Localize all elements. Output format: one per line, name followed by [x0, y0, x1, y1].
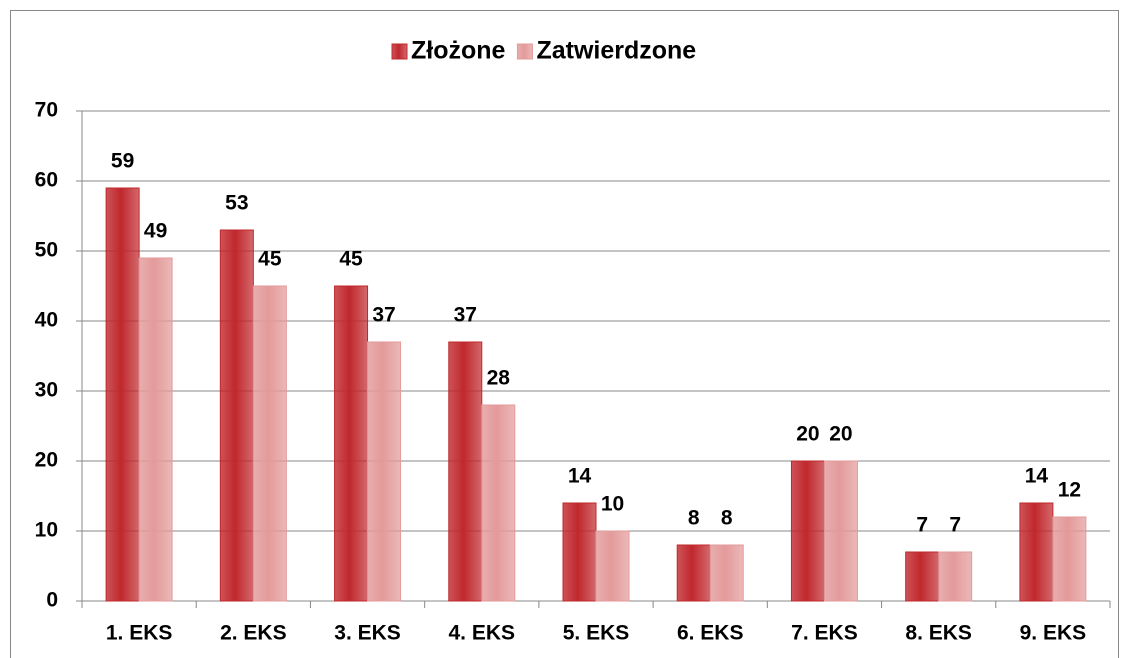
bar [252, 285, 287, 602]
data-label: 8 [721, 507, 733, 530]
x-tick-label: 5. EKS [563, 622, 630, 645]
x-tick-label: 9. EKS [1020, 622, 1087, 645]
legend-swatch [516, 43, 533, 60]
bar [481, 404, 516, 602]
bar [790, 460, 825, 602]
x-tick-label: 2. EKS [220, 622, 287, 645]
x-tick-label: 7. EKS [791, 622, 858, 645]
data-label: 53 [225, 192, 248, 215]
bar [219, 229, 254, 602]
data-label: 45 [339, 248, 363, 271]
data-label: 20 [829, 423, 852, 446]
data-label: 7 [916, 514, 928, 537]
y-tick-label: 30 [35, 379, 58, 402]
bar [448, 341, 483, 602]
bar [138, 257, 173, 602]
y-tick-label: 40 [35, 309, 58, 332]
bar [938, 551, 973, 602]
data-label: 37 [454, 304, 477, 327]
data-label: 28 [487, 367, 511, 390]
bar [105, 187, 140, 602]
bar [709, 544, 744, 602]
bar [823, 460, 858, 602]
bar [562, 502, 597, 602]
y-tick-label: 70 [35, 99, 58, 122]
data-label: 37 [372, 304, 395, 327]
data-label: 59 [111, 150, 134, 173]
bar [905, 551, 940, 602]
y-tick-label: 0 [46, 589, 58, 612]
data-label: 49 [144, 220, 167, 243]
legend-swatch [391, 43, 408, 60]
x-tick-label: 3. EKS [334, 622, 401, 645]
legend-label: Zatwierdzone [536, 37, 696, 65]
bar [1019, 502, 1054, 602]
data-label: 10 [601, 493, 624, 516]
y-tick-label: 60 [35, 169, 58, 192]
data-label: 14 [568, 465, 592, 488]
bar [1052, 516, 1087, 602]
data-label: 45 [258, 248, 282, 271]
data-label: 20 [796, 423, 819, 446]
y-tick-label: 10 [35, 519, 58, 542]
data-label: 8 [688, 507, 700, 530]
bar [595, 530, 630, 602]
x-tick-label: 4. EKS [449, 622, 516, 645]
x-tick-label: 1. EKS [106, 622, 173, 645]
bar [676, 544, 711, 602]
x-tick-label: 8. EKS [905, 622, 972, 645]
x-tick-label: 6. EKS [677, 622, 744, 645]
data-label: 7 [949, 514, 961, 537]
y-tick-label: 50 [35, 239, 58, 262]
bar [334, 285, 369, 602]
bar [367, 341, 402, 602]
y-tick-label: 20 [35, 449, 58, 472]
legend-label: Złożone [411, 37, 506, 65]
data-label: 14 [1025, 465, 1049, 488]
data-label: 12 [1058, 479, 1081, 502]
